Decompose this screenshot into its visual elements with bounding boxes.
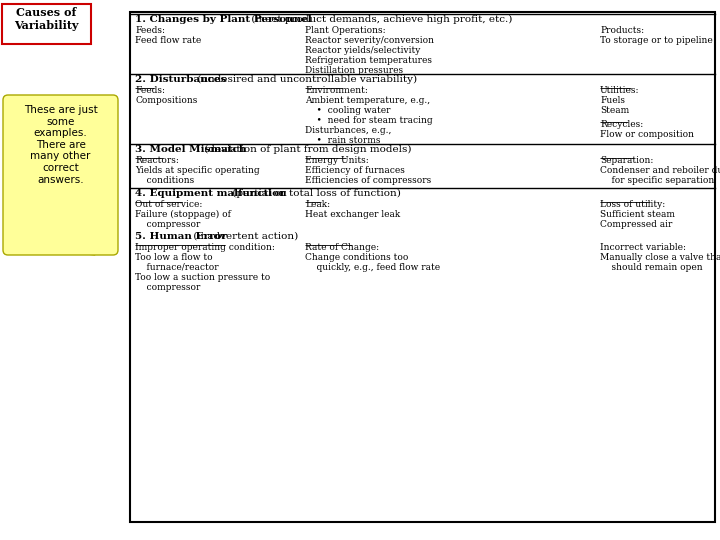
Text: Energy Units:: Energy Units: [305,156,369,165]
Text: Causes of
Variability: Causes of Variability [14,7,78,31]
Text: 4. Equipment malfunction: 4. Equipment malfunction [135,189,287,198]
Text: Heat exchanger leak: Heat exchanger leak [305,210,400,219]
Text: compressor: compressor [135,283,200,292]
Text: (partial or total loss of function): (partial or total loss of function) [229,189,400,198]
Text: Steam: Steam [600,106,629,115]
Text: Incorrect variable:: Incorrect variable: [600,243,686,252]
Text: Yields at specific operating: Yields at specific operating [135,166,260,175]
Text: (inadvertent action): (inadvertent action) [189,232,298,241]
FancyBboxPatch shape [3,95,118,255]
Text: Condenser and reboiler duties: Condenser and reboiler duties [600,166,720,175]
Text: Flow or composition: Flow or composition [600,130,694,139]
Text: furnace/reactor: furnace/reactor [135,263,219,272]
Text: Failure (stoppage) of: Failure (stoppage) of [135,210,231,219]
Text: Disturbances, e.g.,: Disturbances, e.g., [305,126,392,135]
Text: •  need for steam tracing: • need for steam tracing [305,116,433,125]
Text: Sufficient steam: Sufficient steam [600,210,675,219]
Text: Refrigeration temperatures: Refrigeration temperatures [305,56,432,65]
Text: Loss of utility:: Loss of utility: [600,200,665,209]
Text: Reactors:: Reactors: [135,156,179,165]
Text: Feeds:: Feeds: [135,26,165,35]
Text: Rate of Change:: Rate of Change: [305,243,379,252]
Text: Manually close a valve that: Manually close a valve that [600,253,720,262]
Text: Feeds:: Feeds: [135,86,165,95]
Text: Fuels: Fuels [600,96,625,105]
Text: should remain open: should remain open [600,263,703,272]
Text: Plant Operations:: Plant Operations: [305,26,386,35]
Text: Recycles:: Recycles: [600,120,643,129]
Text: 1. Changes by Plant Personnel: 1. Changes by Plant Personnel [135,15,312,24]
Text: Out of service:: Out of service: [135,200,202,209]
Text: Efficiency of furnaces: Efficiency of furnaces [305,166,405,175]
Text: Compressed air: Compressed air [600,220,672,229]
Text: Too low a suction pressure to: Too low a suction pressure to [135,273,270,282]
Text: Separation:: Separation: [600,156,653,165]
Text: Reactor yields/selectivity: Reactor yields/selectivity [305,46,420,55]
Text: To storage or to pipeline: To storage or to pipeline [600,36,713,45]
Text: (undesired and uncontrollable variability): (undesired and uncontrollable variabilit… [194,75,417,84]
Text: Utilities:: Utilities: [600,86,639,95]
Text: Too low a flow to: Too low a flow to [135,253,212,262]
Text: Compositions: Compositions [135,96,197,105]
Text: Improper operating condition:: Improper operating condition: [135,243,275,252]
Text: Products:: Products: [600,26,644,35]
Text: 5. Human Error: 5. Human Error [135,232,227,241]
Text: quickly, e.g., feed flow rate: quickly, e.g., feed flow rate [305,263,440,272]
Text: These are just
some
examples.
There are
many other
correct
answers.: These are just some examples. There are … [24,105,97,185]
FancyBboxPatch shape [2,4,91,44]
Text: 2. Disturbances: 2. Disturbances [135,75,226,84]
Text: 3. Model Mismatch: 3. Model Mismatch [135,145,246,154]
Text: compressor: compressor [135,220,200,229]
Polygon shape [55,240,95,255]
Text: Feed flow rate: Feed flow rate [135,36,202,45]
Text: for specific separation: for specific separation [600,176,714,185]
Text: Ambient temperature, e.g.,: Ambient temperature, e.g., [305,96,430,105]
Text: •  rain storms: • rain storms [305,136,380,145]
Text: Distillation pressures: Distillation pressures [305,66,403,75]
Text: Leak:: Leak: [305,200,330,209]
Text: Change conditions too: Change conditions too [305,253,408,262]
Text: (meet product demands, achieve high profit, etc.): (meet product demands, achieve high prof… [248,15,513,24]
FancyBboxPatch shape [130,12,715,522]
Text: •  cooling water: • cooling water [305,106,390,115]
Text: Environment:: Environment: [305,86,368,95]
Text: conditions: conditions [135,176,194,185]
Text: (deviation of plant from design models): (deviation of plant from design models) [202,145,412,154]
Text: Reactor severity/conversion: Reactor severity/conversion [305,36,434,45]
Text: Efficiencies of compressors: Efficiencies of compressors [305,176,431,185]
